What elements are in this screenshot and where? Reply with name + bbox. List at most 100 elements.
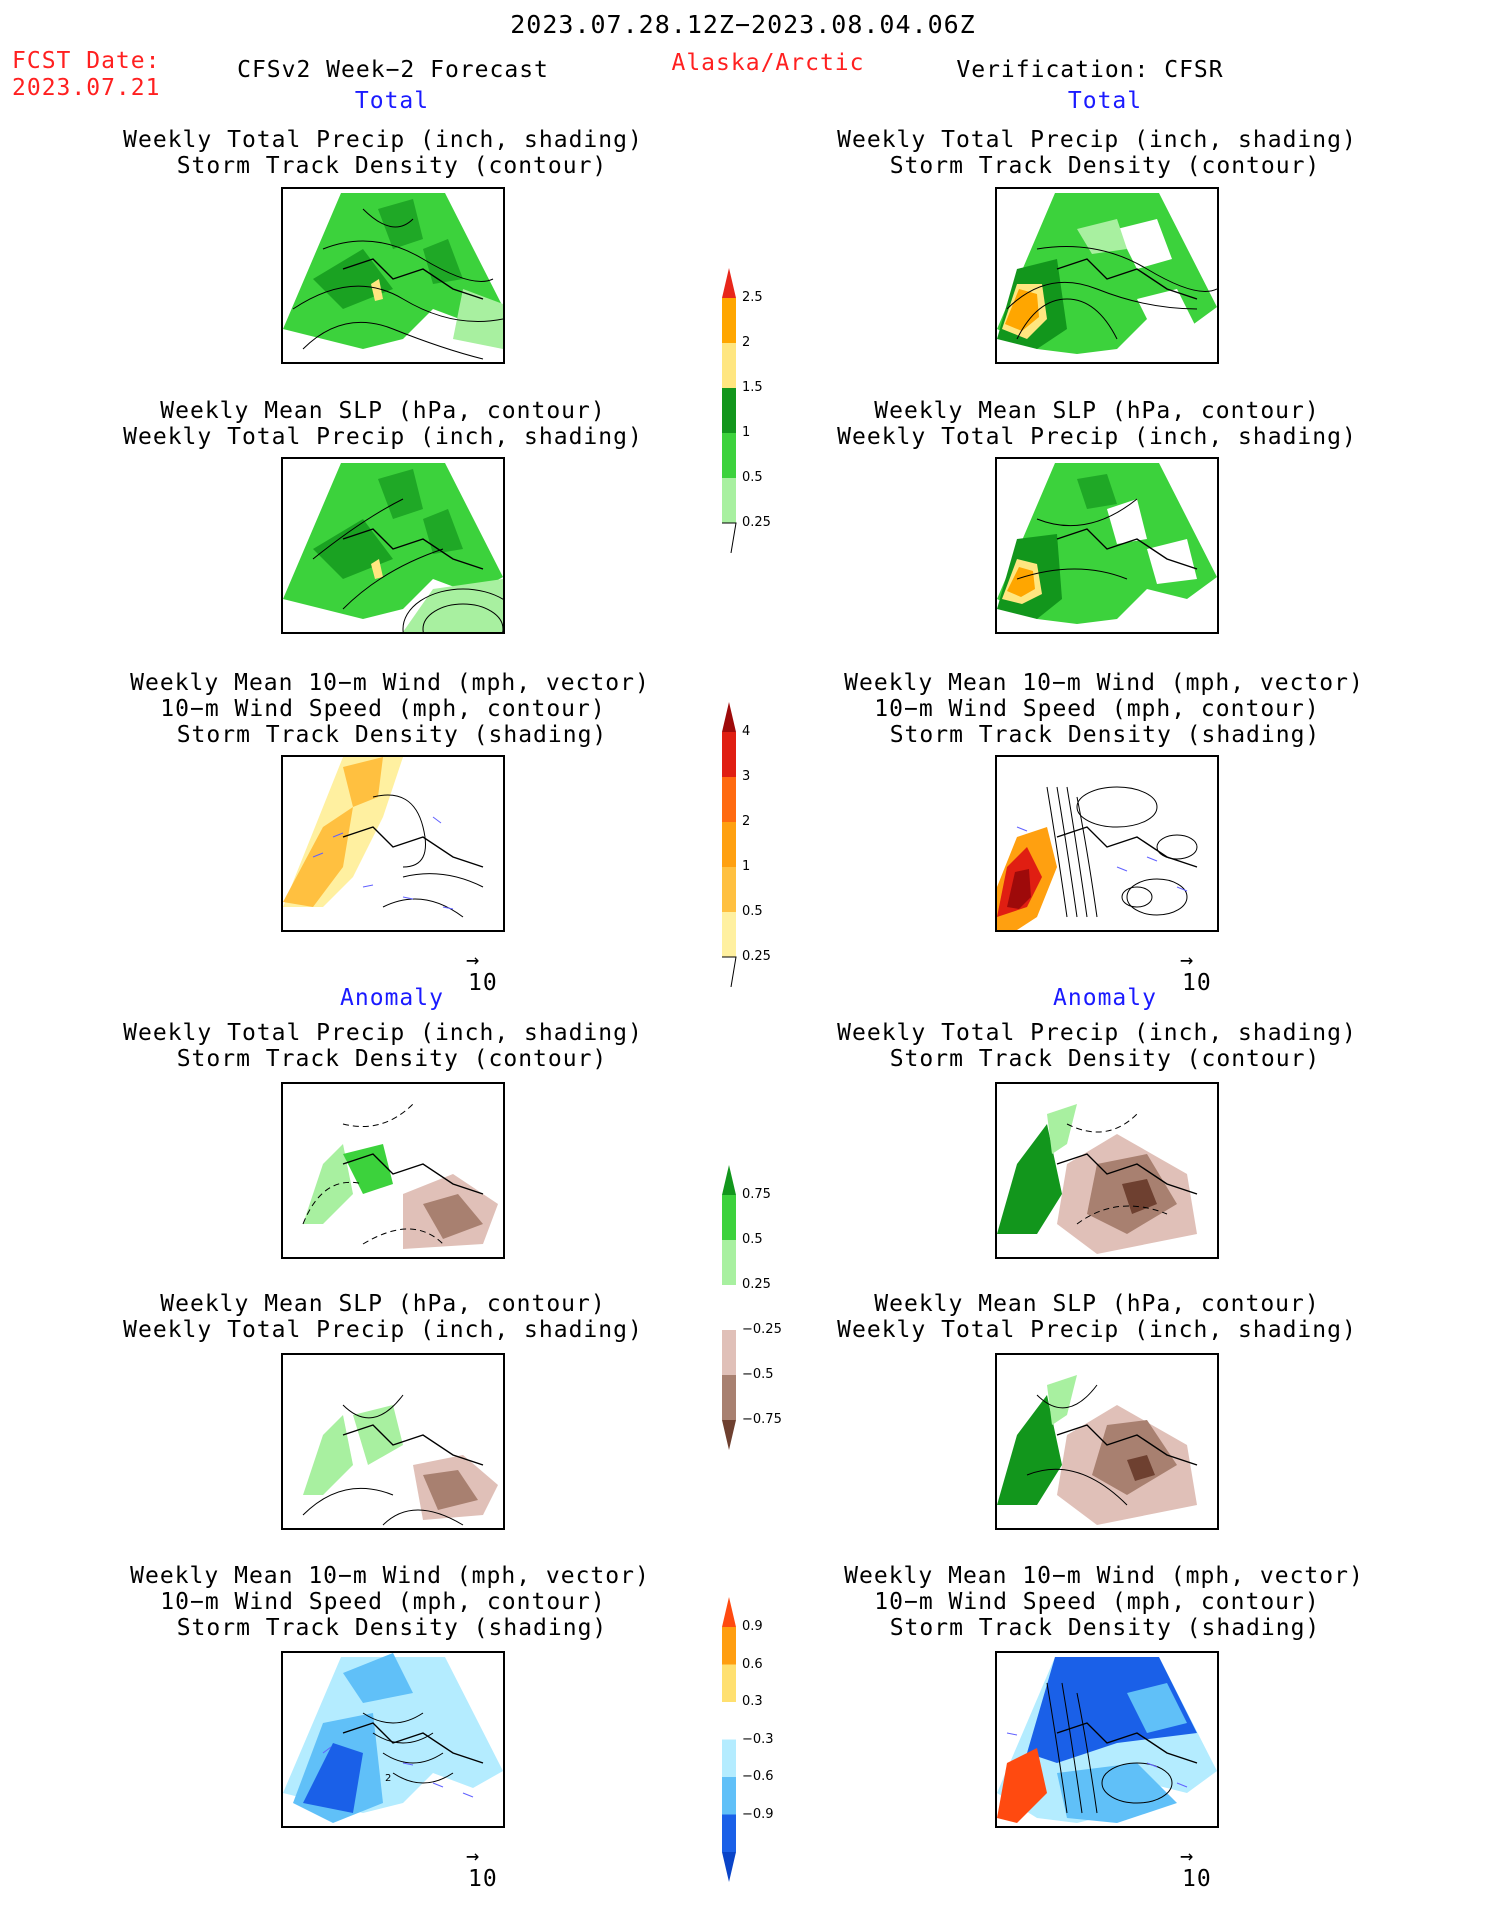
panel-title: Storm Track Density (contour): [889, 1046, 1321, 1072]
fcst-date-value: 2023.07.21: [12, 75, 161, 101]
colorbar-tick-label: 3: [742, 769, 751, 784]
date-range-title: 2023.07.28.12Z−2023.08.04.06Z: [510, 10, 976, 39]
vector-arrow: →: [466, 948, 480, 973]
map-forecast-total-precip-storm: [281, 187, 505, 364]
colorbar-tick-label: 0.3: [742, 1694, 763, 1709]
colorbar-tick-label: −0.9: [742, 1806, 774, 1822]
colorbar-anomaly-storm: 0.9 0.6 0.3 −0.3 −0.6 −0.9: [718, 1597, 798, 1882]
section-anomaly-right: Anomaly: [1053, 985, 1157, 1011]
colorbar-graphic: [722, 1597, 736, 1882]
colorbar-tick-label: 2: [742, 814, 751, 829]
vector-scale-value: 10: [1182, 1866, 1212, 1892]
colorbar-bottom-triangle: [722, 1420, 736, 1450]
colorbar-tick-label: 0.25: [742, 1277, 771, 1292]
map-verification-anomaly-slp-precip: [995, 1353, 1219, 1530]
colorbar-tick-label: 2.5: [742, 290, 763, 305]
vector-arrow: →: [466, 1844, 480, 1869]
panel-title: Storm Track Density (contour): [889, 153, 1321, 179]
map-verification-total-slp-precip: [995, 457, 1219, 634]
colorbar-bottom-tail: [722, 956, 737, 987]
panel-title: 10−m Wind Speed (mph, contour): [160, 1589, 606, 1615]
map-verification-anomaly-precip-storm: [995, 1082, 1219, 1259]
panel-title: Storm Track Density (contour): [176, 153, 608, 179]
colorbar-tick-label: 2: [742, 335, 751, 350]
colorbar-tick-label: −0.5: [742, 1367, 774, 1382]
colorbar-segment: [722, 298, 736, 343]
vector-arrow: →: [1180, 1844, 1194, 1869]
panel-title: Weekly Mean 10−m Wind (mph, vector): [844, 670, 1364, 696]
panel-title: Weekly Total Precip (inch, shading): [837, 1317, 1357, 1343]
colorbar-tick-label: 1: [742, 425, 751, 440]
panel-title: Storm Track Density (shading): [176, 1615, 608, 1641]
verification-title: Verification: CFSR: [956, 57, 1224, 83]
panel-title: Weekly Total Precip (inch, shading): [837, 424, 1357, 450]
panel-title: Weekly Mean SLP (hPa, contour): [874, 1291, 1320, 1317]
panel-title: Storm Track Density (shading): [889, 722, 1321, 748]
colorbar-tick-label: 0.25: [742, 949, 771, 964]
colorbar-graphic: [722, 1165, 736, 1450]
forecast-title: CFSv2 Week−2 Forecast: [237, 57, 549, 83]
colorbar-segment: [722, 1777, 736, 1815]
panel-title: Weekly Total Precip (inch, shading): [837, 1020, 1357, 1046]
colorbar-segment: [722, 867, 736, 912]
vector-scale-value: 10: [468, 970, 498, 996]
colorbar-graphic: [722, 702, 737, 987]
vector-scale-value: 10: [1182, 970, 1212, 996]
colorbar-tick-label: 0.5: [742, 470, 763, 485]
colorbar-bottom-tail: [722, 522, 737, 553]
map-verification-anomaly-wind: [995, 1651, 1219, 1828]
colorbar-tick-label: 0.75: [742, 1187, 771, 1202]
colorbar-tick-label: −0.6: [742, 1769, 774, 1784]
colorbar-tick-label: 4: [742, 724, 751, 739]
vector-scale-value: 10: [468, 1866, 498, 1892]
map-forecast-anomaly-wind: 2: [281, 1651, 505, 1828]
colorbar-segment: [722, 433, 736, 478]
map-forecast-total-slp-precip: [281, 457, 505, 634]
region-title: Alaska/Arctic: [671, 50, 865, 76]
colorbar-tick-label: 1: [742, 859, 751, 874]
colorbar-segment: [722, 1375, 736, 1420]
panel-title: 10−m Wind Speed (mph, contour): [160, 696, 606, 722]
colorbar-tick-label: 0.9: [742, 1619, 763, 1634]
colorbar-graphic: [722, 268, 737, 553]
colorbar-top-triangle: [722, 1597, 736, 1627]
colorbar-segment: [722, 777, 736, 822]
colorbar-segment: [722, 1814, 736, 1852]
colorbar-top-triangle: [722, 268, 736, 298]
panel-title: Weekly Total Precip (inch, shading): [123, 1317, 643, 1343]
section-total-left: Total: [354, 88, 430, 114]
panel-title: Weekly Total Precip (inch, shading): [123, 1020, 643, 1046]
panel-title: 10−m Wind Speed (mph, contour): [874, 1589, 1320, 1615]
colorbar-segment: [722, 912, 736, 957]
colorbar-segment: [722, 1627, 736, 1665]
colorbar-total-storm: 4 3 2 1 0.5 0.25: [718, 702, 798, 987]
map-verification-total-precip-storm: [995, 187, 1219, 364]
colorbar-segment: [722, 1664, 736, 1702]
panel-title: Storm Track Density (shading): [889, 1615, 1321, 1641]
section-total-right: Total: [1067, 88, 1143, 114]
colorbar-segment: [722, 1240, 736, 1285]
colorbar-total-precip: 2.5 2 1.5 1 0.5 0.25: [718, 268, 798, 553]
colorbar-tick-label: 0.5: [742, 904, 763, 919]
colorbar-top-triangle: [722, 702, 736, 732]
panel-title: Weekly Mean 10−m Wind (mph, vector): [130, 670, 650, 696]
colorbar-segment: [722, 1739, 736, 1777]
colorbar-bottom-triangle: [722, 1852, 736, 1882]
panel-title: 10−m Wind Speed (mph, contour): [874, 696, 1320, 722]
colorbar-segment: [722, 478, 736, 523]
panel-title: Weekly Total Precip (inch, shading): [123, 424, 643, 450]
colorbar-segment: [722, 388, 736, 433]
panel-title: Weekly Mean SLP (hPa, contour): [160, 1291, 606, 1317]
colorbar-tick-label: −0.3: [742, 1731, 774, 1747]
panel-title: Storm Track Density (shading): [176, 722, 608, 748]
colorbar-tick-label: 1.5: [742, 380, 763, 395]
colorbar-segment: [722, 1195, 736, 1240]
map-forecast-anomaly-precip-storm: [281, 1082, 505, 1259]
map-forecast-anomaly-slp-precip: [281, 1353, 505, 1530]
panel-title: Weekly Mean SLP (hPa, contour): [160, 398, 606, 424]
colorbar-segment: [722, 1330, 736, 1375]
contour-label: 2: [385, 1773, 391, 1784]
colorbar-tick-label: 0.25: [742, 515, 771, 530]
map-forecast-total-wind: [281, 755, 505, 932]
panel-title: Weekly Mean 10−m Wind (mph, vector): [844, 1563, 1364, 1589]
